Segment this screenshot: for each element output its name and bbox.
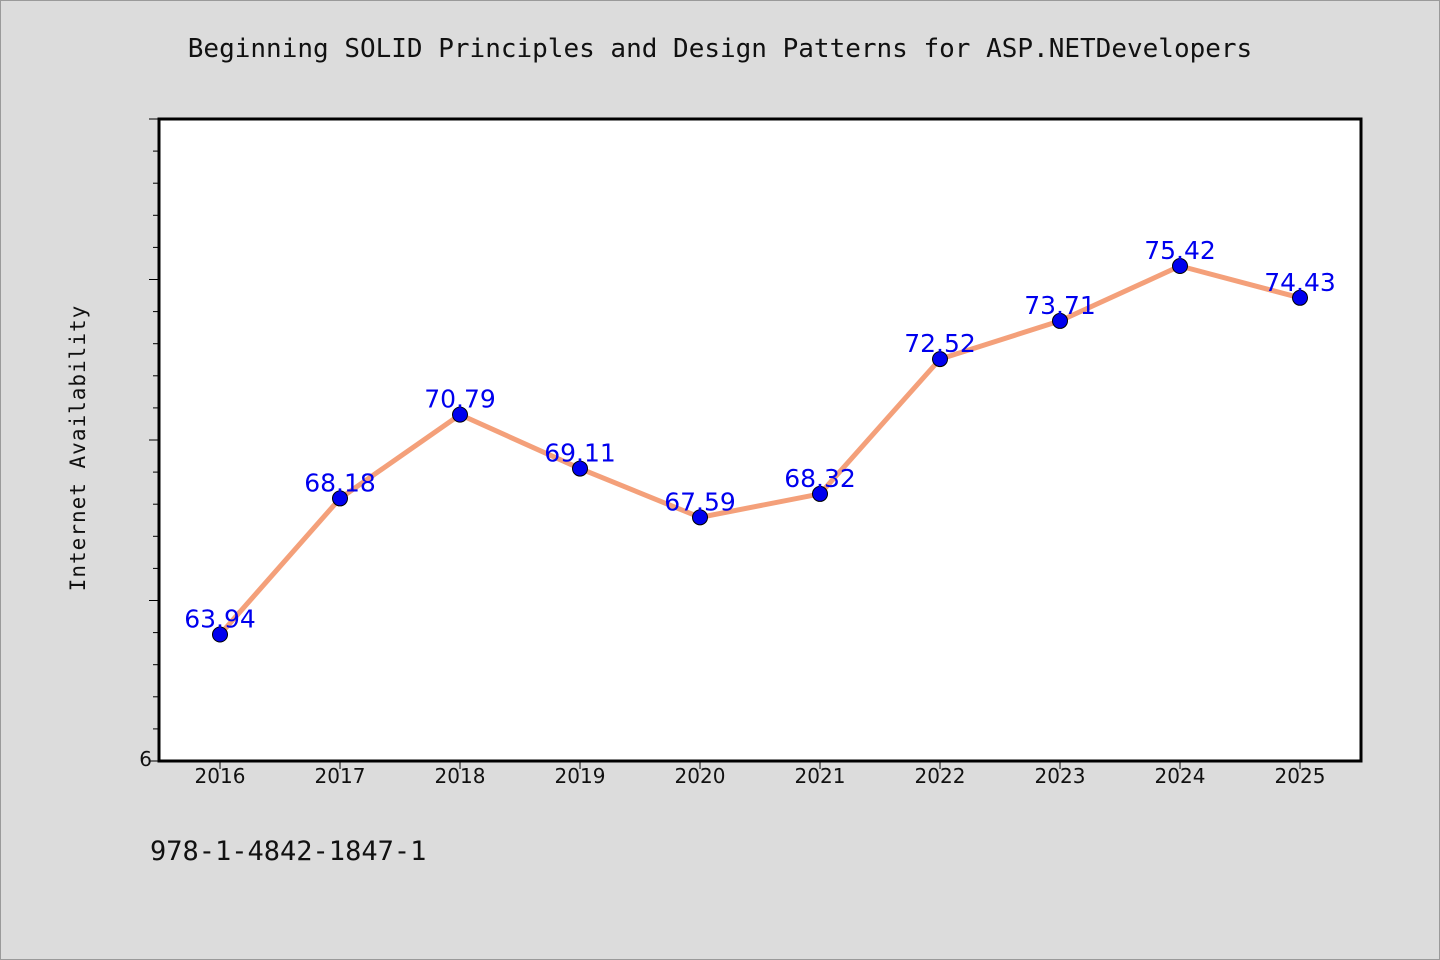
footer-isbn: 978-1-4842-1847-1 — [150, 836, 427, 867]
y-tick-label: 6 — [139, 747, 152, 771]
data-label: 68.18 — [304, 468, 376, 497]
series: 63.94 68.18 70.79 69.11 67.59 68.32 72.52 73.71… — [184, 236, 1336, 643]
data-point — [1172, 258, 1188, 275]
data-point — [572, 460, 588, 477]
y-axis-ticks: 6 — [139, 118, 159, 771]
data-point — [452, 406, 468, 423]
data-label: 63.94 — [184, 605, 256, 634]
x-tick-label: 2021 — [795, 764, 846, 788]
x-tick-label: 2022 — [915, 764, 966, 788]
x-tick-label: 2025 — [1275, 764, 1326, 788]
x-tick-label: 2018 — [435, 764, 486, 788]
data-label: 74.43 — [1264, 268, 1336, 297]
x-tick-label: 2024 — [1155, 764, 1206, 788]
series-line — [217, 263, 1303, 638]
plot-area — [157, 117, 1363, 763]
x-tick-label: 2023 — [1035, 764, 1086, 788]
data-point — [812, 485, 828, 502]
data-point — [1292, 289, 1308, 306]
data-label: 73.71 — [1024, 291, 1096, 320]
data-point — [932, 351, 948, 368]
data-point — [332, 490, 348, 507]
data-point — [692, 509, 708, 526]
x-axis-ticks: 2016 2017 2018 2019 2020 2021 2022 2023 2024 2025 — [195, 761, 1326, 788]
data-label: 67.59 — [664, 487, 736, 516]
data-label: 68.32 — [784, 464, 856, 493]
x-tick-label: 2017 — [315, 764, 366, 788]
data-label: 72.52 — [904, 329, 976, 358]
chart-title: Beginning SOLID Principles and Design Pa… — [187, 34, 1253, 64]
data-label: 69.11 — [544, 439, 616, 468]
data-label: 70.79 — [424, 385, 496, 414]
x-tick-label: 2016 — [195, 764, 246, 788]
data-label: 75.42 — [1144, 236, 1216, 265]
x-tick-label: 2020 — [675, 764, 726, 788]
x-tick-label: 2019 — [555, 764, 606, 788]
data-point — [212, 626, 228, 643]
data-point — [1052, 312, 1068, 329]
